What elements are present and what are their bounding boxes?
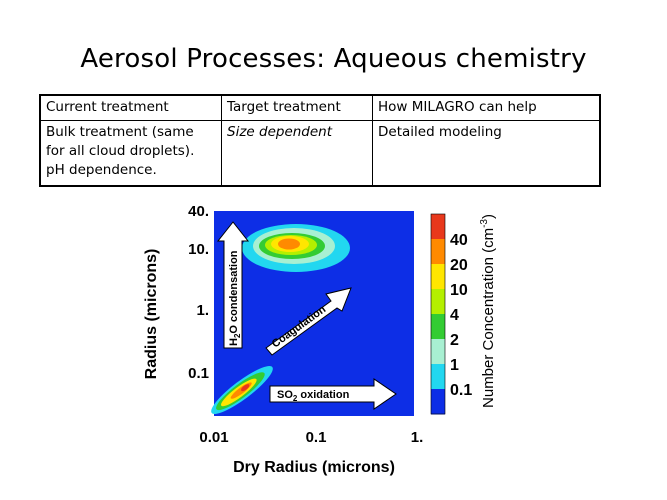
header-current: Current treatment <box>39 94 222 121</box>
treatment-table: Current treatment Target treatment How M… <box>39 94 601 187</box>
aerosol-heatmap-chart: H2O condensation Coagulation SO2 oxidati… <box>143 203 497 476</box>
colorbar-swatch <box>431 214 445 240</box>
colorbar-level-label: 4 <box>450 307 459 324</box>
colorbar-swatch <box>431 239 445 265</box>
x-tick-1: 1. <box>411 429 424 446</box>
table-header-row: Current treatment Target treatment How M… <box>39 94 601 121</box>
header-target: Target treatment <box>221 94 373 121</box>
cloud-droplet-mode <box>242 224 350 272</box>
x-tick-0-1: 0.1 <box>306 429 327 446</box>
y-tick-1: 1. <box>196 302 209 319</box>
so2-oxidation-arrow: SO2 oxidation <box>269 378 397 410</box>
slide-title: Aerosol Processes: Aqueous chemistry <box>80 44 587 74</box>
current-line-2: for all cloud droplets). <box>46 143 195 159</box>
colorbar-swatch <box>431 339 445 365</box>
header-milagro: How MILAGRO can help <box>372 94 601 121</box>
colorbar-swatch <box>431 364 445 390</box>
colorbar-title: Number Concentration (cm-3) <box>479 214 497 408</box>
cell-target: Size dependent <box>221 120 373 187</box>
colorbar-level-label: 2 <box>450 332 459 349</box>
h2o-condensation-arrow: H2O condensation <box>216 221 250 349</box>
colorbar-level-label: 20 <box>450 257 468 274</box>
cell-milagro: Detailed modeling <box>372 120 601 187</box>
y-tick-0-1: 0.1 <box>188 365 209 382</box>
colorbar-swatch <box>431 264 445 290</box>
colorbar-level-label: 40 <box>450 232 468 249</box>
y-axis-label: Radius (microns) <box>143 249 160 380</box>
table-row: Bulk treatment (same for all cloud dropl… <box>39 120 601 187</box>
colorbar-level-label: 1 <box>450 357 459 374</box>
colorbar-level-label: 10 <box>450 282 468 299</box>
colorbar-frame <box>430 213 446 415</box>
colorbar-level-label: 0.1 <box>450 382 472 399</box>
cell-current: Bulk treatment (same for all cloud dropl… <box>39 120 222 187</box>
contour-level-20 <box>278 238 300 250</box>
colorbar-swatch <box>431 314 445 340</box>
h2o-condensation-label: H2O condensation <box>228 250 242 346</box>
colorbar: 40 20 10 4 2 1 0.1 <box>430 213 472 415</box>
band-level-40 <box>240 384 250 392</box>
colorbar-swatch <box>431 389 445 415</box>
x-tick-0-01: 0.01 <box>199 429 228 446</box>
current-line-3: pH dependence. <box>46 162 157 178</box>
interstitial-aerosol-mode <box>211 366 273 414</box>
y-tick-40: 40. <box>188 203 209 220</box>
so2-oxidation-label: SO2 oxidation <box>277 389 350 403</box>
colorbar-swatch <box>431 289 445 315</box>
x-axis-label: Dry Radius (microns) <box>233 459 395 476</box>
current-line-1: Bulk treatment (same <box>46 124 194 140</box>
y-tick-10: 10. <box>188 241 209 258</box>
